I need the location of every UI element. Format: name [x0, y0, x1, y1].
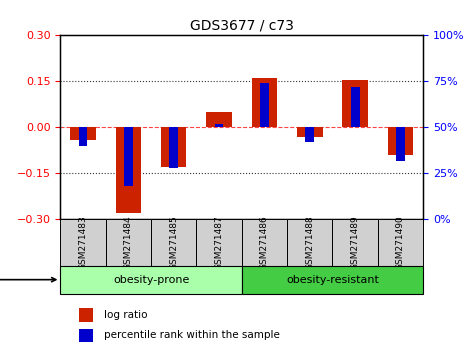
- Bar: [388, 127, 413, 155]
- Bar: [396, 127, 405, 161]
- Text: GSM271487: GSM271487: [215, 215, 224, 270]
- Text: percentile rank within the sample: percentile rank within the sample: [104, 330, 280, 341]
- Bar: [124, 127, 133, 186]
- Text: GSM271488: GSM271488: [306, 215, 314, 270]
- Bar: [260, 83, 269, 127]
- Bar: [79, 329, 93, 342]
- Text: GSM271490: GSM271490: [396, 215, 405, 270]
- FancyBboxPatch shape: [332, 219, 378, 266]
- FancyBboxPatch shape: [60, 219, 106, 266]
- Bar: [79, 308, 93, 321]
- Bar: [342, 80, 368, 127]
- Bar: [297, 127, 323, 137]
- Bar: [306, 127, 314, 142]
- Bar: [351, 87, 359, 127]
- Bar: [206, 112, 232, 127]
- Bar: [169, 127, 178, 168]
- Text: GSM271485: GSM271485: [169, 215, 178, 270]
- Bar: [252, 78, 277, 127]
- FancyBboxPatch shape: [287, 219, 332, 266]
- FancyBboxPatch shape: [242, 266, 423, 294]
- FancyBboxPatch shape: [106, 219, 151, 266]
- Bar: [116, 127, 141, 213]
- FancyBboxPatch shape: [60, 266, 242, 294]
- Bar: [215, 124, 224, 127]
- Bar: [79, 127, 87, 146]
- Bar: [70, 127, 96, 140]
- Text: disease state: disease state: [0, 275, 56, 285]
- Text: GSM271486: GSM271486: [260, 215, 269, 270]
- FancyBboxPatch shape: [378, 219, 423, 266]
- Title: GDS3677 / c73: GDS3677 / c73: [190, 19, 294, 33]
- Bar: [161, 127, 186, 167]
- Text: log ratio: log ratio: [104, 310, 147, 320]
- Text: GSM271484: GSM271484: [124, 215, 133, 270]
- FancyBboxPatch shape: [242, 219, 287, 266]
- FancyBboxPatch shape: [151, 219, 196, 266]
- Text: obesity-resistant: obesity-resistant: [286, 275, 379, 285]
- Text: GSM271489: GSM271489: [351, 215, 359, 270]
- Text: obesity-prone: obesity-prone: [113, 275, 189, 285]
- Text: GSM271483: GSM271483: [79, 215, 87, 270]
- FancyBboxPatch shape: [196, 219, 242, 266]
